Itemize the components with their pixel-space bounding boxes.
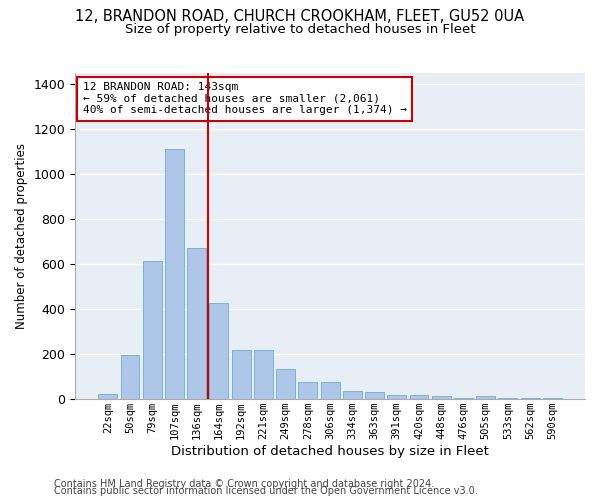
Bar <box>410 396 428 398</box>
Bar <box>187 248 206 398</box>
Bar <box>232 350 251 399</box>
Bar <box>320 382 340 398</box>
Bar <box>254 350 273 399</box>
Bar <box>165 149 184 398</box>
Bar <box>432 396 451 398</box>
Bar <box>365 392 384 398</box>
Bar <box>388 396 406 398</box>
Bar <box>343 391 362 398</box>
Bar <box>121 355 139 399</box>
Text: 12, BRANDON ROAD, CHURCH CROOKHAM, FLEET, GU52 0UA: 12, BRANDON ROAD, CHURCH CROOKHAM, FLEET… <box>76 9 524 24</box>
Text: 12 BRANDON ROAD: 143sqm
← 59% of detached houses are smaller (2,061)
40% of semi: 12 BRANDON ROAD: 143sqm ← 59% of detache… <box>83 82 407 116</box>
Text: Contains HM Land Registry data © Crown copyright and database right 2024.: Contains HM Land Registry data © Crown c… <box>54 479 434 489</box>
X-axis label: Distribution of detached houses by size in Fleet: Distribution of detached houses by size … <box>171 444 489 458</box>
Bar <box>143 262 161 398</box>
Bar <box>276 370 295 398</box>
Bar <box>98 394 117 398</box>
Text: Size of property relative to detached houses in Fleet: Size of property relative to detached ho… <box>125 22 475 36</box>
Text: Contains public sector information licensed under the Open Government Licence v3: Contains public sector information licen… <box>54 486 478 496</box>
Y-axis label: Number of detached properties: Number of detached properties <box>15 142 28 328</box>
Bar <box>476 396 495 398</box>
Bar <box>298 382 317 398</box>
Bar <box>209 303 229 398</box>
